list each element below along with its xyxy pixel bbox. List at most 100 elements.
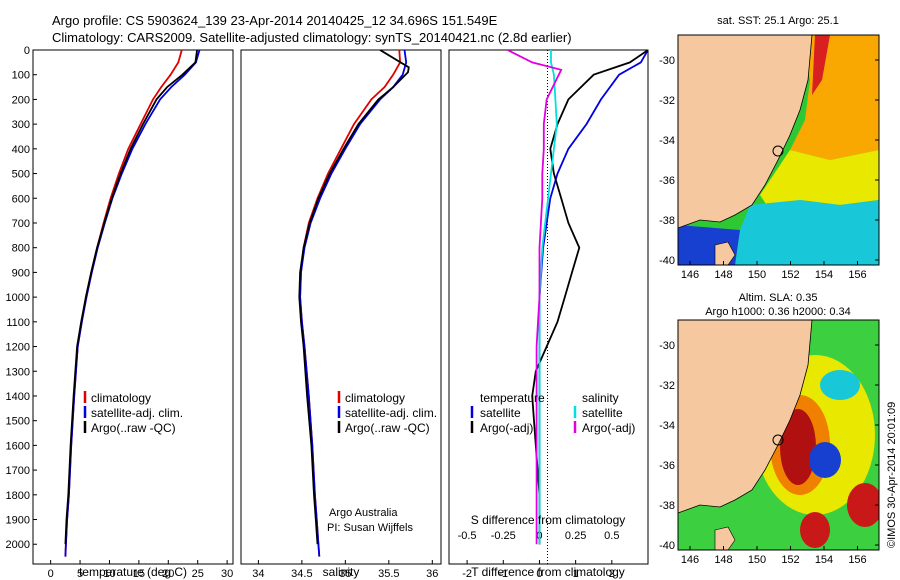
lat-tick-label: -40 xyxy=(659,255,675,267)
sla-blue-eddy xyxy=(809,442,841,478)
sla-red-eddy-east xyxy=(847,483,879,527)
x-tick-label: 34.5 xyxy=(291,568,312,580)
lon-tick-label: 148 xyxy=(714,269,732,281)
depth-tick-label: 2000 xyxy=(6,539,30,551)
sst-map-frame xyxy=(677,34,880,266)
difference-legend: temperature salinity satellite Argo(-adj… xyxy=(470,391,635,435)
argo-australia-note: Argo Australia xyxy=(329,507,398,519)
pi-note: PI: Susan Wijffels xyxy=(327,522,413,534)
salinity-legend: climatology satellite-adj. clim. Argo(..… xyxy=(327,391,437,534)
temperature-profiles xyxy=(64,50,201,557)
depth-tick-label: 0 xyxy=(24,45,30,57)
temperature-climatology-line xyxy=(64,50,183,557)
lon-tick-label: 146 xyxy=(681,554,699,566)
sla-coastline xyxy=(678,320,813,514)
figure-title-line2: Climatology: CARS2009. Satellite-adjuste… xyxy=(52,30,572,45)
depth-tick-label: 1100 xyxy=(6,317,30,329)
sst-map-axis: -30 -32 -34 -36 -38 -40 146 148 150 152 154 156 xyxy=(659,55,879,281)
x-tick-label: 35.5 xyxy=(378,568,399,580)
lon-tick-label: 150 xyxy=(748,554,766,566)
sla-cyan-eddy xyxy=(820,370,860,400)
sst-map xyxy=(678,35,879,265)
sst-map-title: sat. SST: 25.1 Argo: 25.1 xyxy=(717,15,839,27)
depth-tick-label: 100 xyxy=(12,70,30,82)
lat-tick-label: -32 xyxy=(659,95,675,107)
lat-tick-label: -32 xyxy=(659,380,675,392)
salinity-axis: 34 34.5 35 35.5 36 xyxy=(252,560,438,580)
depth-tick-label: 1500 xyxy=(6,416,30,428)
x-tick-label: 25 xyxy=(192,568,204,580)
lat-tick-label: -40 xyxy=(659,540,675,552)
depth-tick-label: 1900 xyxy=(6,515,30,527)
sla-red-eddy xyxy=(780,409,816,485)
depth-axis: 0 100 200 300 400 500 600 700 800 900 1000 1100 1200… xyxy=(6,45,37,551)
temperature-legend: climatology satellite-adj. clim. Argo(..… xyxy=(83,391,183,435)
depth-tick-label: 300 xyxy=(12,119,30,131)
legend-label: climatology xyxy=(91,391,151,405)
depth-tick-label: 700 xyxy=(12,218,30,230)
depth-tick-label: 500 xyxy=(12,169,30,181)
depth-tick-label: 1200 xyxy=(6,342,30,354)
salinity-plot-frame xyxy=(240,49,442,565)
s-difference-xlabel: S difference from climatology xyxy=(471,513,626,527)
temperature-xlabel: temperature (deg C) xyxy=(79,565,187,579)
x-tick-label: 0 xyxy=(48,568,54,580)
depth-tick-label: 1600 xyxy=(6,440,30,452)
sst-float-marker xyxy=(772,145,784,157)
lon-tick-label: 154 xyxy=(815,554,833,566)
legend-label: Argo(-adj) xyxy=(582,421,635,435)
sla-land xyxy=(678,320,812,513)
temperature-argo-line xyxy=(64,50,198,545)
legend-label: Argo(..raw -QC) xyxy=(345,421,430,435)
depth-tick-label: 400 xyxy=(12,144,30,156)
sst-land xyxy=(678,35,812,228)
temperature-axis: 0 5 10 15 20 25 30 xyxy=(48,560,233,580)
x-tick-label: -2 xyxy=(462,568,472,580)
s-difference-argo-line xyxy=(507,50,563,545)
sla-red-eddy-south xyxy=(800,512,830,548)
lon-tick-label: 154 xyxy=(815,269,833,281)
sla-map xyxy=(678,320,879,550)
x-tick-label: 30 xyxy=(221,568,233,580)
depth-tick-label: 900 xyxy=(12,267,30,279)
lat-tick-label: -38 xyxy=(659,215,675,227)
lat-tick-label: -30 xyxy=(659,340,675,352)
sst-coastline xyxy=(678,35,813,229)
sla-map-title-1: Altim. SLA: 0.35 xyxy=(739,292,818,304)
depth-tick-label: 200 xyxy=(12,94,30,106)
s-tick-label: 0.5 xyxy=(604,530,619,542)
legend-label: Argo(..raw -QC) xyxy=(91,421,176,435)
sla-map-title-2: Argo h1000: 0.36 h2000: 0.34 xyxy=(705,306,851,318)
difference-profiles xyxy=(507,50,648,545)
lat-tick-label: -36 xyxy=(659,175,675,187)
depth-tick-label: 800 xyxy=(12,243,30,255)
depth-tick-label: 600 xyxy=(12,193,30,205)
lon-tick-label: 148 xyxy=(714,554,732,566)
sst-cyan-area xyxy=(735,200,879,265)
lon-tick-label: 156 xyxy=(848,554,866,566)
legend-label: satellite-adj. clim. xyxy=(345,406,437,420)
legend-label: satellite xyxy=(582,406,623,420)
sla-tasmania xyxy=(714,526,736,550)
x-tick-label: 15 xyxy=(133,568,145,580)
figure-title-line1: Argo profile: CS 5903624_139 23-Apr-2014… xyxy=(52,13,498,28)
depth-tick-label: 1700 xyxy=(6,465,30,477)
depth-tick-label: 1800 xyxy=(6,490,30,502)
legend-title-salinity: salinity xyxy=(582,391,619,405)
x-tick-label: 1 xyxy=(573,568,579,580)
x-tick-label: 5 xyxy=(77,568,83,580)
s-tick-label: -0.25 xyxy=(491,530,516,542)
salinity-climatology-line xyxy=(299,50,402,557)
legend-label: satellite xyxy=(480,406,521,420)
t-difference-xlabel: T difference from climatology xyxy=(471,565,625,579)
legend-label: climatology xyxy=(345,391,405,405)
x-tick-label: 0 xyxy=(536,568,542,580)
x-tick-label: 34 xyxy=(252,568,264,580)
lat-tick-label: -34 xyxy=(659,135,675,147)
lat-tick-label: -38 xyxy=(659,500,675,512)
x-tick-label: 2 xyxy=(609,568,615,580)
salinity-xlabel: salinity xyxy=(323,565,360,579)
x-tick-label: 35 xyxy=(339,568,351,580)
sst-red-core xyxy=(812,35,830,95)
lat-tick-label: -36 xyxy=(659,460,675,472)
